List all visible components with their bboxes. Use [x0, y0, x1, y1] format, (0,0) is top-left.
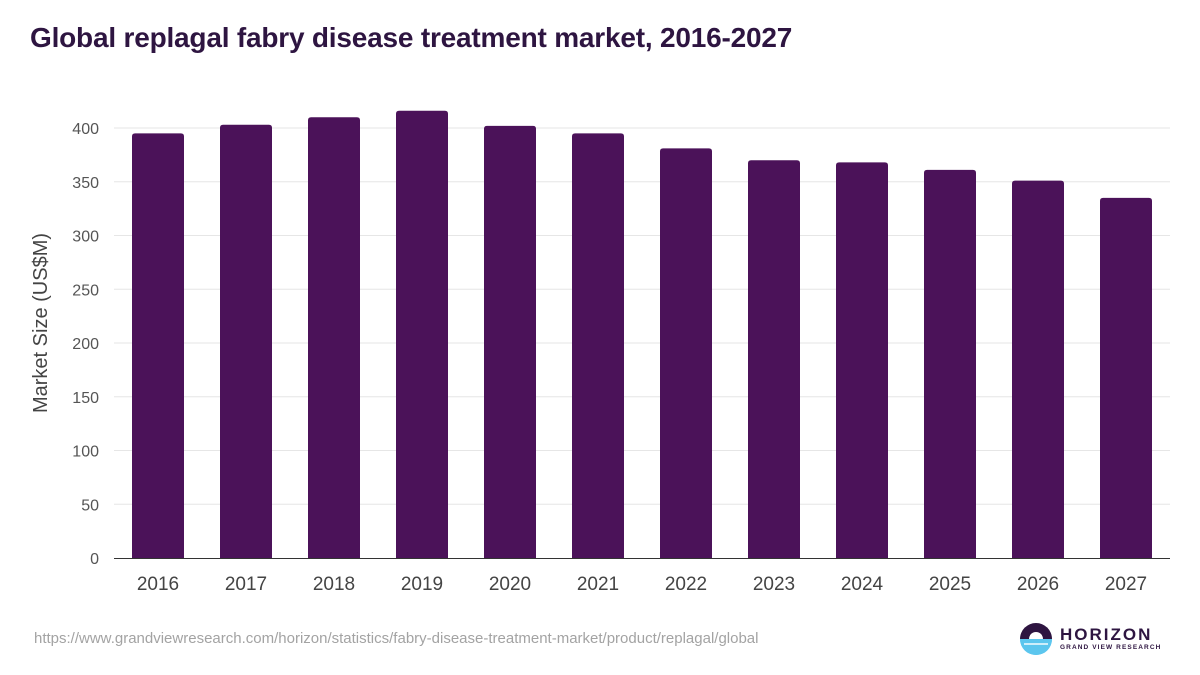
y-tick-label: 150: [72, 390, 99, 407]
chart-title: Global replagal fabry disease treatment …: [30, 22, 793, 53]
y-tick-label: 250: [72, 282, 99, 299]
bar-2018[interactable]: [308, 117, 360, 558]
bar-2022[interactable]: [660, 148, 712, 559]
bar-2027[interactable]: [1100, 197, 1152, 558]
x-tick-label: 2016: [137, 574, 179, 595]
x-tick-label: 2019: [401, 574, 443, 595]
bar-2024[interactable]: [836, 162, 888, 558]
y-tick-label: 200: [72, 336, 99, 353]
y-tick-label: 350: [72, 175, 99, 192]
x-tick-label: 2025: [929, 574, 971, 595]
y-tick-label: 50: [81, 497, 99, 514]
bars: [132, 110, 1152, 559]
y-axis-label: Market Size (US$M): [30, 233, 52, 413]
bar-2017[interactable]: [220, 124, 272, 559]
gridlines: [114, 127, 1170, 505]
x-tick-label: 2023: [753, 574, 795, 595]
source-url[interactable]: https://www.grandviewresearch.com/horizo…: [34, 630, 759, 647]
x-tick-label: 2021: [577, 574, 619, 595]
y-tick-label: 100: [72, 444, 99, 461]
logo-name: HORIZON: [1060, 625, 1153, 644]
bar-2026[interactable]: [1012, 180, 1064, 559]
x-tick-label: 2020: [489, 574, 531, 595]
x-tick-label: 2022: [665, 574, 707, 595]
bar-2025[interactable]: [924, 169, 976, 559]
logo-subtitle: GRAND VIEW RESEARCH: [1060, 644, 1162, 651]
bar-2021[interactable]: [572, 133, 624, 558]
axes: 0 50 100 150 200 250 300 350 400 2016 2017 2018 2019…: [72, 121, 1170, 595]
bar-2023[interactable]: [748, 160, 800, 558]
x-tick-label: 2027: [1105, 574, 1147, 595]
bar-2019[interactable]: [396, 110, 448, 559]
horizon-logo-icon: [1020, 623, 1052, 655]
horizon-logo[interactable]: HORIZON GRAND VIEW RESEARCH: [1018, 621, 1162, 657]
x-tick-label: 2024: [841, 574, 884, 595]
bar-2016[interactable]: [132, 133, 184, 558]
bar-2020[interactable]: [484, 125, 536, 558]
x-tick-label: 2017: [225, 574, 267, 595]
y-tick-label: 300: [72, 229, 99, 246]
x-tick-label: 2018: [313, 574, 355, 595]
x-tick-label: 2026: [1017, 574, 1059, 595]
y-tick-label: 0: [90, 551, 99, 568]
y-tick-label: 400: [72, 121, 99, 138]
